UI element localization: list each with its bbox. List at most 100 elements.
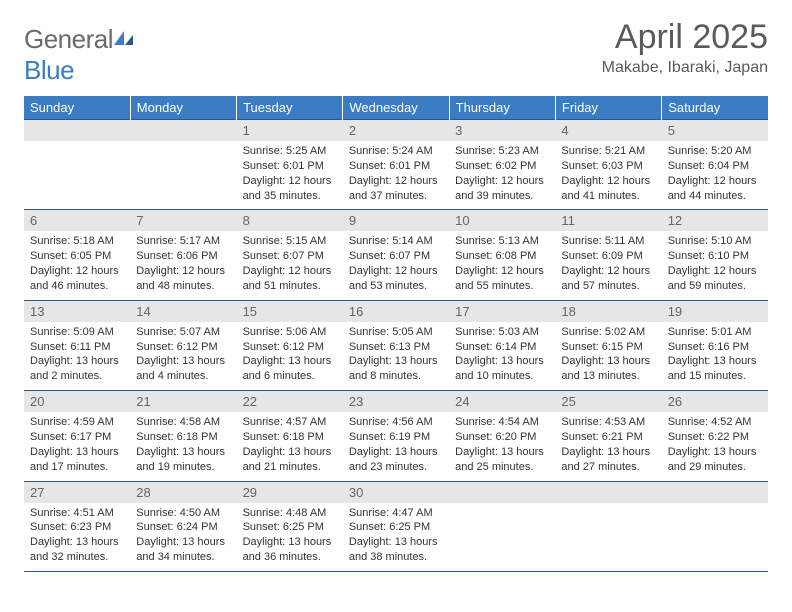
day-body: Sunrise: 5:07 AMSunset: 6:12 PMDaylight:… bbox=[130, 322, 236, 390]
sunset-text: Sunset: 6:14 PM bbox=[455, 340, 549, 355]
day-number: 2 bbox=[343, 120, 449, 141]
sunset-text: Sunset: 6:01 PM bbox=[349, 159, 443, 174]
calendar-cell: 26Sunrise: 4:52 AMSunset: 6:22 PMDayligh… bbox=[662, 391, 768, 481]
sail-icon bbox=[113, 24, 135, 55]
day-body: Sunrise: 5:14 AMSunset: 6:07 PMDaylight:… bbox=[343, 231, 449, 299]
sunset-text: Sunset: 6:16 PM bbox=[668, 340, 762, 355]
logo: GeneralBlue bbox=[24, 18, 135, 86]
day-number: 1 bbox=[237, 120, 343, 141]
logo-text-blue: Blue bbox=[24, 55, 74, 85]
sunrise-text: Sunrise: 5:01 AM bbox=[668, 325, 762, 340]
calendar-cell: 7Sunrise: 5:17 AMSunset: 6:06 PMDaylight… bbox=[130, 210, 236, 300]
day-number: 25 bbox=[555, 391, 661, 412]
day-body: Sunrise: 5:23 AMSunset: 6:02 PMDaylight:… bbox=[449, 141, 555, 209]
calendar-cell: 24Sunrise: 4:54 AMSunset: 6:20 PMDayligh… bbox=[449, 391, 555, 481]
day-number: 28 bbox=[130, 482, 236, 503]
daylight-text: Daylight: 13 hours and 10 minutes. bbox=[455, 354, 549, 384]
sunrise-text: Sunrise: 5:14 AM bbox=[349, 234, 443, 249]
day-body: Sunrise: 4:57 AMSunset: 6:18 PMDaylight:… bbox=[237, 412, 343, 480]
daylight-text: Daylight: 12 hours and 41 minutes. bbox=[561, 174, 655, 204]
calendar-cell: 17Sunrise: 5:03 AMSunset: 6:14 PMDayligh… bbox=[449, 300, 555, 390]
daylight-text: Daylight: 13 hours and 15 minutes. bbox=[668, 354, 762, 384]
day-number: 11 bbox=[555, 210, 661, 231]
daylight-text: Daylight: 12 hours and 57 minutes. bbox=[561, 264, 655, 294]
day-number: 10 bbox=[449, 210, 555, 231]
calendar-cell: 15Sunrise: 5:06 AMSunset: 6:12 PMDayligh… bbox=[237, 300, 343, 390]
day-number: 27 bbox=[24, 482, 130, 503]
sunrise-text: Sunrise: 4:57 AM bbox=[243, 415, 337, 430]
sunset-text: Sunset: 6:11 PM bbox=[30, 340, 124, 355]
calendar-cell: 9Sunrise: 5:14 AMSunset: 6:07 PMDaylight… bbox=[343, 210, 449, 300]
sunrise-text: Sunrise: 5:13 AM bbox=[455, 234, 549, 249]
daylight-text: Daylight: 12 hours and 37 minutes. bbox=[349, 174, 443, 204]
daylight-text: Daylight: 12 hours and 48 minutes. bbox=[136, 264, 230, 294]
day-body: Sunrise: 5:05 AMSunset: 6:13 PMDaylight:… bbox=[343, 322, 449, 390]
calendar-cell: 29Sunrise: 4:48 AMSunset: 6:25 PMDayligh… bbox=[237, 481, 343, 571]
daylight-text: Daylight: 13 hours and 32 minutes. bbox=[30, 535, 124, 565]
day-body: Sunrise: 4:47 AMSunset: 6:25 PMDaylight:… bbox=[343, 503, 449, 571]
sunrise-text: Sunrise: 5:18 AM bbox=[30, 234, 124, 249]
calendar-cell: 5Sunrise: 5:20 AMSunset: 6:04 PMDaylight… bbox=[662, 120, 768, 210]
calendar-body: 1Sunrise: 5:25 AMSunset: 6:01 PMDaylight… bbox=[24, 120, 768, 572]
daylight-text: Daylight: 12 hours and 39 minutes. bbox=[455, 174, 549, 204]
sunset-text: Sunset: 6:07 PM bbox=[243, 249, 337, 264]
weekday-header: Tuesday bbox=[237, 96, 343, 120]
daylight-text: Daylight: 13 hours and 13 minutes. bbox=[561, 354, 655, 384]
day-number bbox=[449, 482, 555, 503]
calendar-cell: 11Sunrise: 5:11 AMSunset: 6:09 PMDayligh… bbox=[555, 210, 661, 300]
weekday-header: Wednesday bbox=[343, 96, 449, 120]
sunrise-text: Sunrise: 5:10 AM bbox=[668, 234, 762, 249]
day-number: 6 bbox=[24, 210, 130, 231]
sunset-text: Sunset: 6:18 PM bbox=[243, 430, 337, 445]
day-body bbox=[24, 141, 130, 199]
daylight-text: Daylight: 13 hours and 34 minutes. bbox=[136, 535, 230, 565]
day-body: Sunrise: 4:48 AMSunset: 6:25 PMDaylight:… bbox=[237, 503, 343, 571]
calendar-cell: 27 Sunrise: 4:51 AMSunset: 6:23 PMDayligh… bbox=[24, 481, 130, 571]
sunset-text: Sunset: 6:23 PM bbox=[30, 520, 124, 535]
daylight-text: Daylight: 13 hours and 8 minutes. bbox=[349, 354, 443, 384]
sunrise-text: Sunrise: 4:52 AM bbox=[668, 415, 762, 430]
daylight-text: Daylight: 12 hours and 35 minutes. bbox=[243, 174, 337, 204]
day-number: 26 bbox=[662, 391, 768, 412]
day-body: Sunrise: 4:54 AMSunset: 6:20 PMDaylight:… bbox=[449, 412, 555, 480]
logo-text: GeneralBlue bbox=[24, 24, 135, 86]
calendar-cell bbox=[449, 481, 555, 571]
sunset-text: Sunset: 6:02 PM bbox=[455, 159, 549, 174]
daylight-text: Daylight: 13 hours and 2 minutes. bbox=[30, 354, 124, 384]
sunrise-text: Sunrise: 4:54 AM bbox=[455, 415, 549, 430]
sunrise-text: Sunrise: 5:05 AM bbox=[349, 325, 443, 340]
sunset-text: Sunset: 6:12 PM bbox=[243, 340, 337, 355]
day-number bbox=[130, 120, 236, 141]
sunrise-text: Sunrise: 4:53 AM bbox=[561, 415, 655, 430]
day-body: Sunrise: 5:24 AMSunset: 6:01 PMDaylight:… bbox=[343, 141, 449, 209]
sunset-text: Sunset: 6:17 PM bbox=[30, 430, 124, 445]
day-body: Sunrise: 4:53 AMSunset: 6:21 PMDaylight:… bbox=[555, 412, 661, 480]
calendar-cell: 16Sunrise: 5:05 AMSunset: 6:13 PMDayligh… bbox=[343, 300, 449, 390]
sunset-text: Sunset: 6:01 PM bbox=[243, 159, 337, 174]
daylight-text: Daylight: 12 hours and 44 minutes. bbox=[668, 174, 762, 204]
sunrise-text: Sunrise: 5:06 AM bbox=[243, 325, 337, 340]
sunset-text: Sunset: 6:20 PM bbox=[455, 430, 549, 445]
daylight-text: Daylight: 13 hours and 21 minutes. bbox=[243, 445, 337, 475]
day-body: Sunrise: 5:15 AMSunset: 6:07 PMDaylight:… bbox=[237, 231, 343, 299]
day-number: 16 bbox=[343, 301, 449, 322]
day-body bbox=[130, 141, 236, 199]
calendar-cell: 13Sunrise: 5:09 AMSunset: 6:11 PMDayligh… bbox=[24, 300, 130, 390]
day-body: Sunrise: 5:13 AMSunset: 6:08 PMDaylight:… bbox=[449, 231, 555, 299]
sunset-text: Sunset: 6:04 PM bbox=[668, 159, 762, 174]
calendar-cell bbox=[555, 481, 661, 571]
sunset-text: Sunset: 6:06 PM bbox=[136, 249, 230, 264]
day-body bbox=[449, 503, 555, 561]
header: GeneralBlue April 2025 Makabe, Ibaraki, … bbox=[24, 18, 768, 86]
sunrise-text: Sunrise: 5:02 AM bbox=[561, 325, 655, 340]
sunset-text: Sunset: 6:07 PM bbox=[349, 249, 443, 264]
day-body: Sunrise: 5:17 AMSunset: 6:06 PMDaylight:… bbox=[130, 231, 236, 299]
sunrise-text: Sunrise: 5:03 AM bbox=[455, 325, 549, 340]
calendar-cell: 22Sunrise: 4:57 AMSunset: 6:18 PMDayligh… bbox=[237, 391, 343, 481]
calendar-header: Sunday Monday Tuesday Wednesday Thursday… bbox=[24, 96, 768, 120]
sunset-text: Sunset: 6:25 PM bbox=[349, 520, 443, 535]
calendar-cell: 20Sunrise: 4:59 AMSunset: 6:17 PMDayligh… bbox=[24, 391, 130, 481]
sunrise-text: Sunrise: 4:51 AM bbox=[30, 506, 124, 521]
calendar-cell: 23Sunrise: 4:56 AMSunset: 6:19 PMDayligh… bbox=[343, 391, 449, 481]
daylight-text: Daylight: 13 hours and 36 minutes. bbox=[243, 535, 337, 565]
